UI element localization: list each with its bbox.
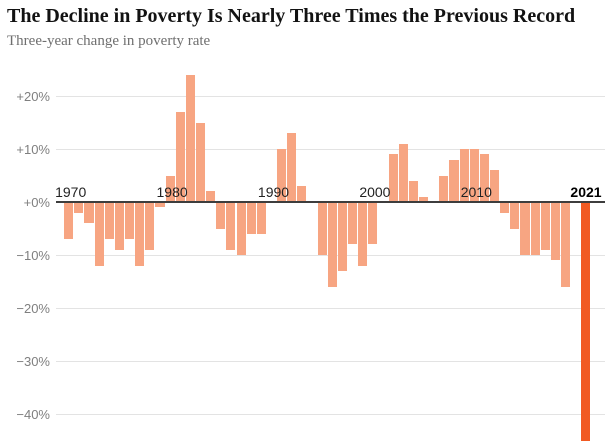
gridline-−20% (56, 308, 605, 309)
bar-1977 (135, 202, 145, 266)
bar-2004 (408, 180, 419, 202)
y-axis-label: +0% (23, 195, 50, 210)
bar-1971 (74, 202, 84, 213)
bar-1996 (327, 202, 337, 287)
x-axis-label-2000: 2000 (359, 184, 391, 200)
bar-1981 (175, 111, 185, 202)
bar-1986 (226, 202, 236, 250)
bar-2009 (459, 149, 469, 202)
bar-2013 (500, 202, 510, 213)
y-axis-label: −20% (16, 301, 50, 316)
bar-1998 (348, 202, 358, 245)
bar-2019 (561, 202, 571, 287)
y-axis-label: −10% (16, 248, 50, 263)
bar-2012 (490, 170, 500, 202)
bar-2005 (419, 196, 429, 202)
bar-1972 (84, 202, 94, 224)
bar-2002 (388, 154, 398, 202)
bar-1984 (206, 191, 216, 202)
bar-2017 (540, 202, 550, 250)
bar-2014 (510, 202, 520, 229)
bar-1970 (64, 202, 74, 240)
bar-1982 (185, 74, 195, 202)
bar-2000 (368, 202, 378, 245)
x-axis-label-1990: 1990 (257, 184, 290, 200)
gridline-−40% (56, 414, 605, 415)
bar-1983 (195, 122, 206, 202)
bar-1978 (145, 202, 155, 250)
bar-1980 (165, 175, 175, 202)
bar-1979 (155, 202, 165, 208)
bar-1993 (297, 186, 307, 202)
bar-2018 (550, 202, 560, 261)
bar-2016 (530, 202, 540, 255)
gridline-−30% (56, 361, 605, 362)
bar-2021 (581, 202, 591, 441)
y-axis-label: +10% (16, 142, 50, 157)
bar-2015 (520, 202, 530, 255)
bar-1987 (236, 202, 246, 255)
zero-axis-line (56, 201, 605, 203)
chart-subtitle: Three-year change in poverty rate (7, 33, 211, 49)
bar-1997 (337, 202, 348, 271)
bar-1999 (358, 202, 368, 266)
gridline-+20% (56, 96, 605, 97)
bar-1995 (317, 202, 327, 255)
bar-1976 (124, 202, 135, 240)
gridline-+10% (56, 149, 605, 150)
chart-title: The Decline in Poverty Is Nearly Three T… (7, 5, 576, 27)
y-axis-label: +20% (16, 89, 50, 104)
bar-1988 (246, 202, 256, 234)
bar-2007 (439, 175, 449, 202)
bar-1992 (287, 133, 297, 202)
bar-2008 (449, 159, 459, 202)
bar-1991 (277, 149, 287, 202)
bar-2010 (469, 149, 479, 202)
x-axis-label-2021: 2021 (570, 184, 602, 200)
bar-1973 (94, 202, 104, 266)
bar-1975 (114, 202, 124, 250)
y-axis-label: −40% (16, 407, 50, 422)
x-axis-label-2010: 2010 (460, 184, 492, 200)
bar-2003 (398, 143, 408, 202)
bar-1974 (104, 202, 114, 240)
bar-2011 (479, 154, 489, 202)
bar-1989 (256, 202, 266, 234)
bar-1985 (216, 202, 226, 229)
x-axis-label-1970: 1970 (55, 184, 87, 200)
x-axis-label-1980: 1980 (156, 184, 188, 200)
y-axis-label: −30% (16, 354, 50, 369)
